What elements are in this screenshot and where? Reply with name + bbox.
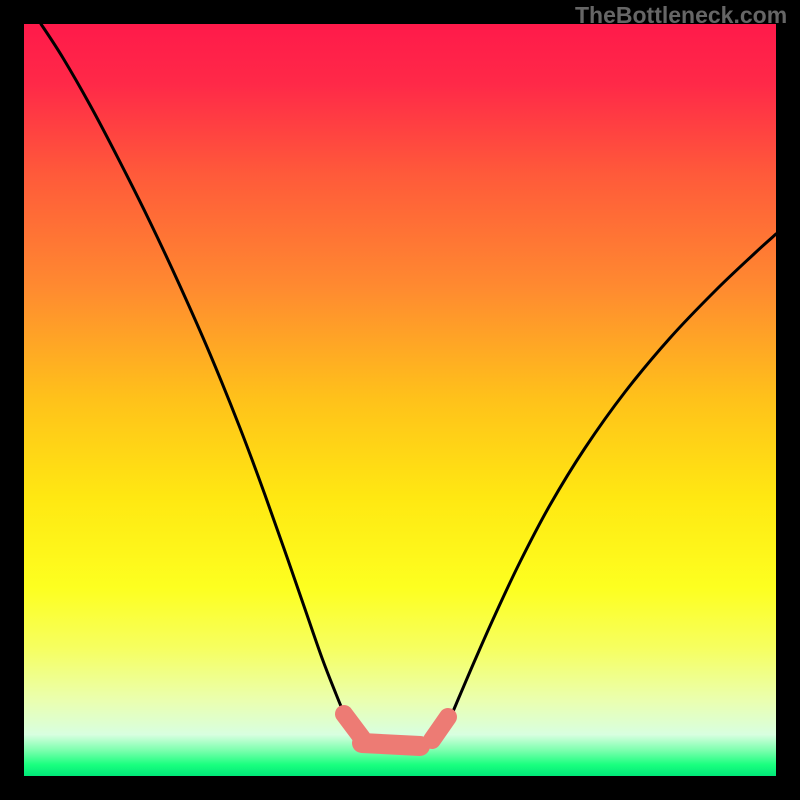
watermark-text: TheBottleneck.com [575,2,787,29]
gradient-background [24,24,776,776]
bottleneck-chart [0,0,800,800]
